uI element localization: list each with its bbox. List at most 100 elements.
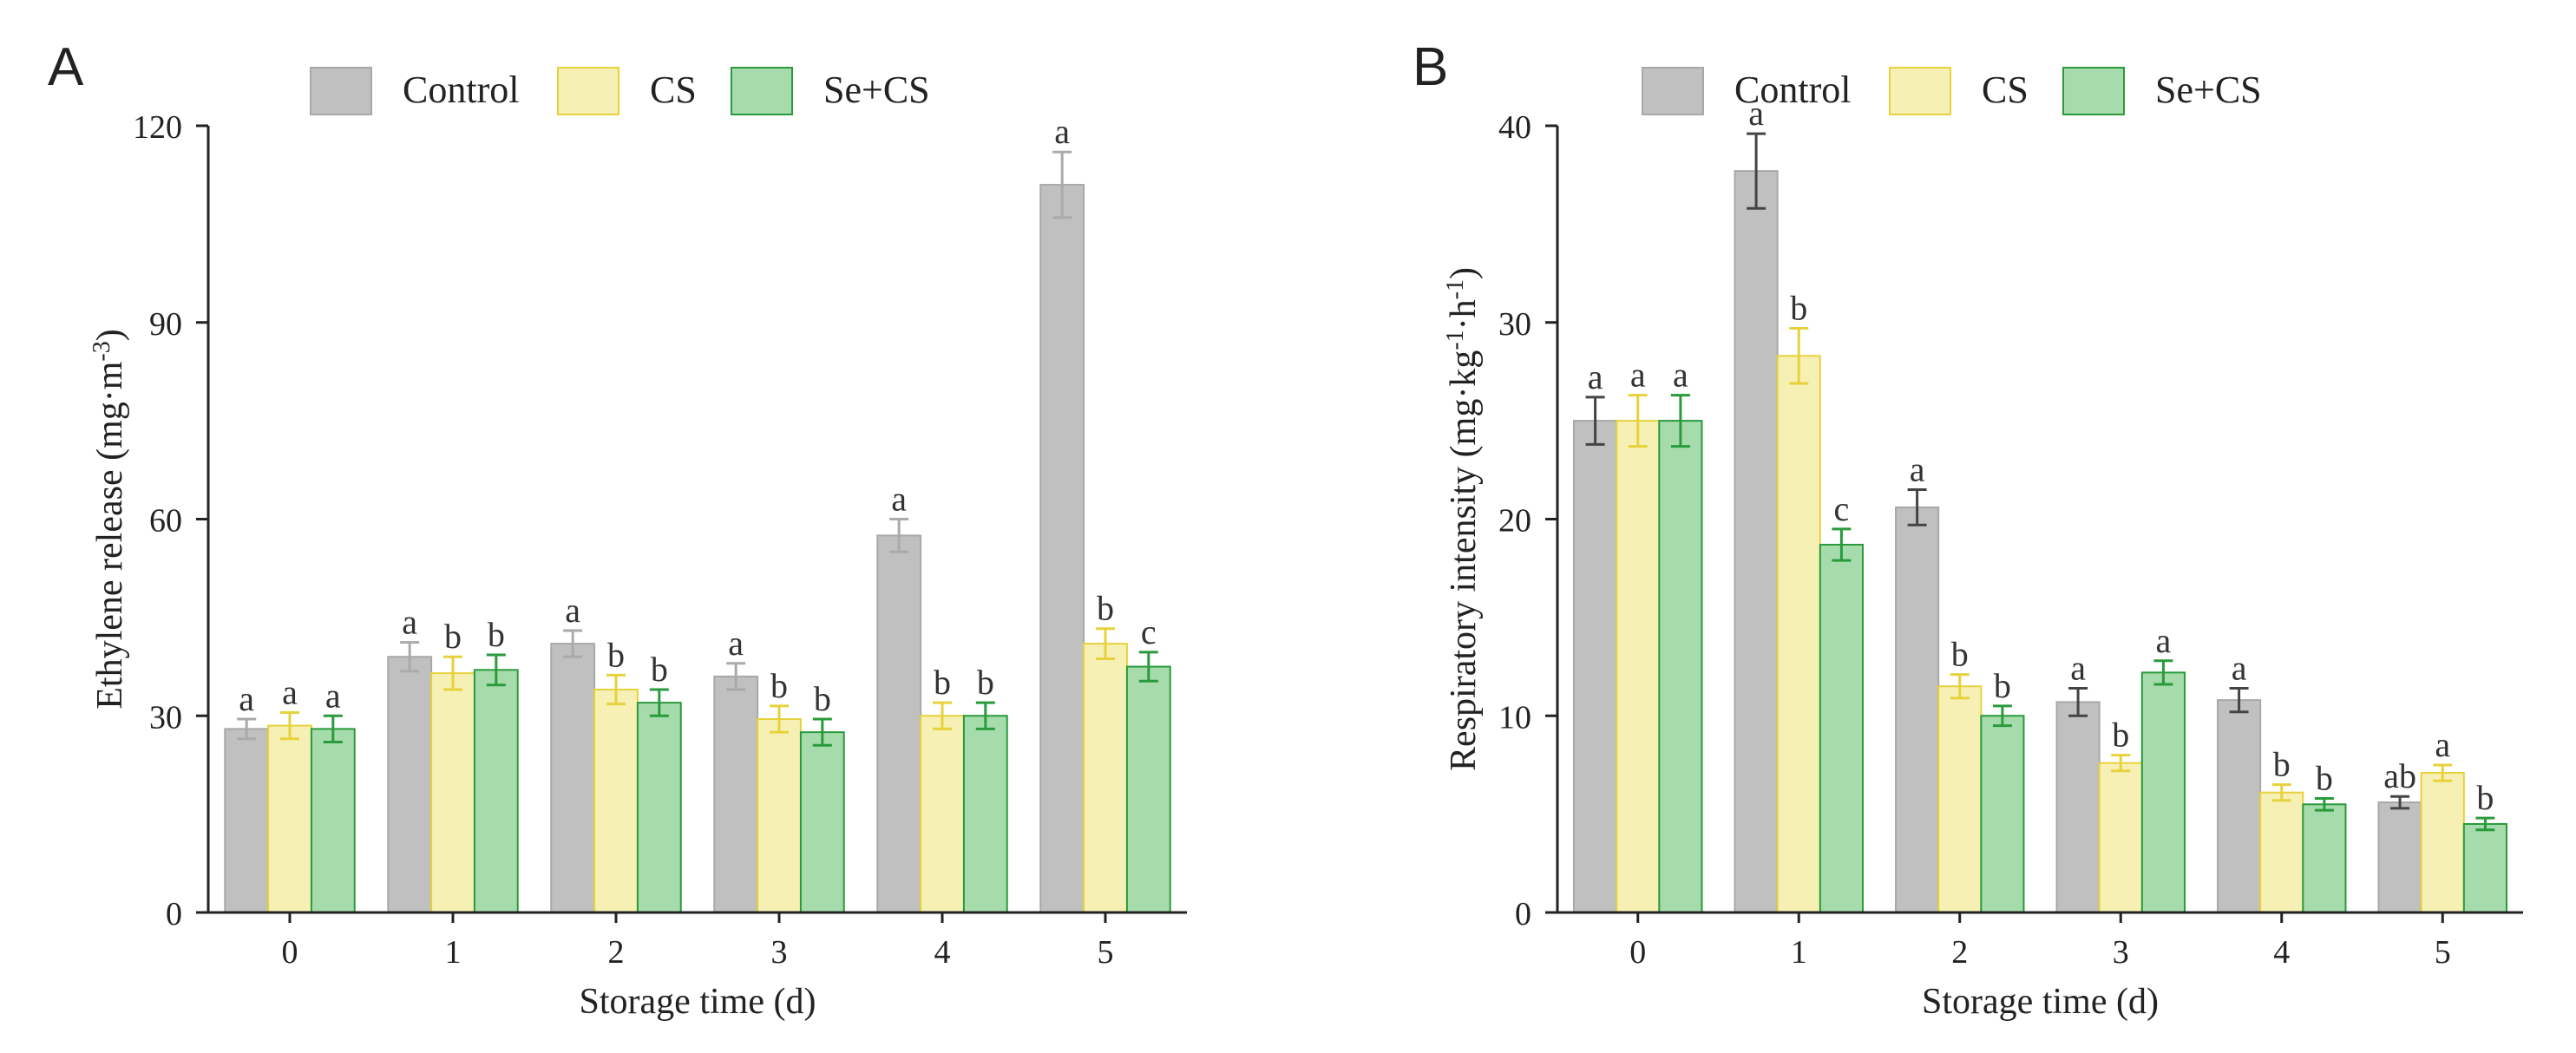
- significance-letter: a: [565, 591, 580, 630]
- error-bar-secs-day-4: [975, 701, 995, 730]
- error-bar-secs-day-3: [812, 717, 832, 747]
- y-axis-title-part: Respiratory intensity (mg·kg: [1444, 350, 1484, 771]
- error-bar-secs-day-4: [2314, 796, 2334, 812]
- significance-letter: b: [934, 663, 951, 702]
- error-bar-secs-day-1: [486, 653, 506, 687]
- bar-secs-day-4: [962, 715, 1008, 913]
- panel-label: B: [1413, 37, 1448, 97]
- bar-secs-day-0: [1658, 420, 1703, 913]
- y-tick-label: 30: [149, 699, 182, 736]
- panel-label: A: [48, 37, 84, 97]
- error-bar-cs-day-2: [1950, 673, 1970, 700]
- bar-secs-day-2: [1980, 715, 2025, 913]
- bar-secs-day-3: [2140, 671, 2186, 913]
- x-tick-label: 3: [771, 934, 788, 971]
- y-tick-label: 30: [1498, 306, 1531, 343]
- legend-label-secs: Se+CS: [2155, 69, 2262, 111]
- significance-letter: c: [1834, 489, 1850, 528]
- bar-cs-day-0: [267, 724, 312, 914]
- error-bar-cs-day-2: [606, 673, 626, 706]
- significance-letter: b: [1790, 289, 1807, 328]
- y-tick-label: 60: [149, 503, 182, 540]
- significance-letter: a: [402, 603, 417, 642]
- x-tick-label: 5: [1098, 934, 1114, 971]
- y-axis-title-part: -1: [1442, 330, 1469, 350]
- bar-cs-day-3: [2098, 762, 2143, 913]
- significance-letter: a: [1673, 356, 1688, 395]
- x-tick-label: 0: [282, 934, 298, 971]
- bar-control-day-4: [2217, 699, 2262, 913]
- significance-letter: a: [891, 480, 907, 519]
- significance-letter: a: [2435, 725, 2450, 764]
- legend-swatch-cs: [1889, 67, 1951, 115]
- bar-cs-day-4: [2259, 791, 2304, 913]
- error-bar-control-day-3: [2068, 687, 2088, 717]
- y-axis-title-part: Ethylene release (mg·m: [90, 361, 130, 709]
- bar-cs-day-2: [593, 689, 639, 913]
- bar-control-day-2: [1895, 506, 1940, 914]
- error-bar-secs-day-0: [323, 714, 343, 743]
- x-axis-title: Storage time (d): [1922, 982, 2159, 1022]
- y-axis-title: Ethylene release (mg·m-3): [88, 329, 130, 709]
- bar-control-day-2: [550, 643, 596, 913]
- error-bar-cs-day-1: [1789, 327, 1809, 385]
- legend-label-cs: CS: [650, 69, 697, 111]
- y-tick-label: 0: [1515, 896, 1531, 932]
- significance-letter: c: [1141, 612, 1157, 651]
- legend-swatch-secs: [731, 67, 793, 115]
- y-axis-title-part: ): [1444, 267, 1484, 279]
- bar-control-day-3: [713, 675, 759, 914]
- bar-secs-day-4: [2302, 803, 2347, 913]
- error-bar-control-day-4: [889, 518, 909, 553]
- y-axis-title-part: -3: [88, 341, 115, 361]
- significance-letter: a: [282, 672, 298, 711]
- legend: Control CS Se+CS: [1642, 67, 2262, 115]
- error-bar-control-day-5: [1052, 150, 1072, 219]
- significance-letter: b: [1951, 635, 1969, 674]
- x-tick-label: 0: [1629, 934, 1646, 971]
- significance-letter: b: [444, 617, 462, 656]
- error-bar-cs-day-1: [443, 655, 462, 691]
- significance-letter: b: [770, 666, 788, 705]
- significance-letter: b: [2112, 716, 2129, 755]
- significance-letter: a: [1588, 357, 1603, 396]
- error-bar-control-day-1: [1747, 132, 1766, 210]
- bar-cs-day-1: [1776, 355, 1821, 913]
- bar-secs-day-3: [799, 731, 845, 913]
- legend-label-cs: CS: [1982, 69, 2029, 111]
- y-axis-title: Respiratory intensity (mg·kg-1·h-1): [1442, 267, 1484, 771]
- error-bar-secs-day-5: [1138, 651, 1158, 683]
- bar-secs-day-1: [473, 669, 519, 913]
- significance-letter: b: [1097, 589, 1114, 628]
- significance-letter: ab: [2383, 756, 2416, 795]
- x-tick-label: 2: [608, 934, 625, 971]
- error-bar-control-day-0: [1585, 396, 1605, 446]
- significance-letter: a: [325, 676, 341, 715]
- bar-secs-day-2: [636, 702, 682, 914]
- y-axis-title-part: -1: [1442, 279, 1469, 299]
- x-tick-label: 2: [1951, 934, 1968, 971]
- error-bar-control-day-0: [237, 717, 257, 741]
- legend-swatch-secs: [2062, 67, 2125, 115]
- bar-control-day-0: [224, 728, 270, 913]
- error-bar-secs-day-0: [1670, 394, 1690, 448]
- error-bar-control-day-3: [726, 662, 746, 691]
- y-axis-title-part: ·h: [1444, 299, 1484, 330]
- error-bar-control-day-4: [2229, 687, 2249, 714]
- significance-letter: a: [1910, 449, 1925, 488]
- bar-cs-day-4: [920, 715, 965, 913]
- x-tick-label: 4: [2273, 934, 2290, 971]
- y-tick-label: 120: [133, 109, 182, 146]
- bar-secs-day-5: [1125, 665, 1171, 913]
- error-bar-cs-day-3: [2111, 754, 2131, 773]
- bar-secs-day-0: [310, 728, 356, 913]
- significance-letter: b: [607, 635, 625, 674]
- significance-letter: b: [2476, 778, 2494, 817]
- significance-letter: a: [239, 679, 254, 718]
- bar-cs-day-3: [757, 718, 802, 914]
- legend-swatch-control: [1642, 67, 1704, 115]
- bar-cs-day-1: [430, 672, 475, 914]
- error-bar-cs-day-3: [770, 704, 789, 734]
